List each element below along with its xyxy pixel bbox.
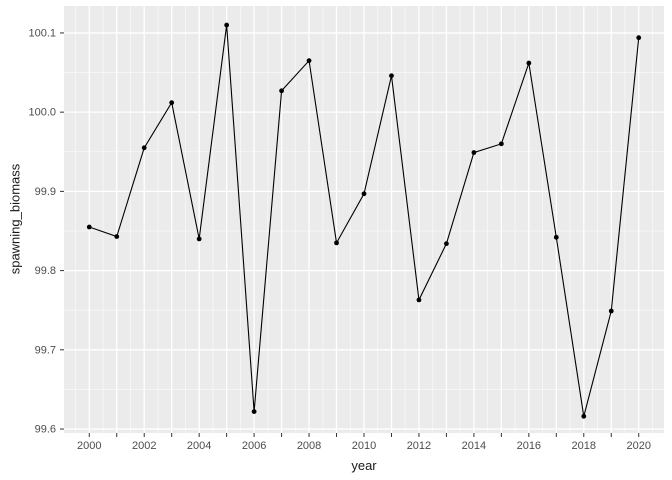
data-point bbox=[416, 297, 422, 303]
y-tick-label: 99.8 bbox=[35, 265, 56, 277]
data-point bbox=[169, 100, 175, 106]
data-point bbox=[141, 145, 147, 151]
y-tick-label: 99.7 bbox=[35, 344, 56, 356]
x-axis-title: year bbox=[351, 458, 377, 473]
x-tick-label: 2008 bbox=[297, 440, 321, 452]
data-point bbox=[389, 73, 394, 79]
data-point bbox=[279, 88, 284, 94]
x-tick-label: 2000 bbox=[77, 440, 101, 452]
data-point bbox=[553, 234, 559, 240]
y-tick-label: 100.1 bbox=[28, 27, 56, 39]
data-point bbox=[114, 234, 120, 239]
x-tick-label: 2016 bbox=[517, 440, 541, 452]
y-tick-label: 99.6 bbox=[35, 424, 56, 436]
x-tick-label: 2006 bbox=[242, 440, 266, 452]
data-point bbox=[251, 409, 257, 415]
x-tick-label: 2002 bbox=[132, 440, 156, 452]
data-point bbox=[581, 413, 587, 419]
data-point bbox=[86, 224, 92, 230]
data-point bbox=[526, 60, 532, 66]
data-point bbox=[636, 35, 642, 41]
x-tick-label: 2010 bbox=[352, 440, 376, 452]
data-point bbox=[608, 308, 614, 314]
x-tick-label: 2018 bbox=[572, 440, 596, 452]
data-point bbox=[498, 141, 504, 147]
x-tick-label: 2020 bbox=[626, 440, 650, 452]
x-tick-label: 2012 bbox=[407, 440, 431, 452]
data-point bbox=[361, 191, 367, 197]
data-point bbox=[471, 150, 477, 155]
data-point bbox=[196, 236, 202, 242]
data-point bbox=[444, 241, 449, 247]
y-tick-label: 99.9 bbox=[35, 186, 56, 198]
data-point bbox=[334, 240, 339, 246]
y-tick-label: 100.0 bbox=[28, 107, 56, 119]
y-axis-title: spawning_biomass bbox=[7, 163, 23, 275]
x-tick-label: 2004 bbox=[187, 440, 211, 452]
data-point bbox=[306, 58, 312, 64]
x-tick-label: 2014 bbox=[462, 440, 486, 452]
data-point bbox=[224, 22, 230, 28]
